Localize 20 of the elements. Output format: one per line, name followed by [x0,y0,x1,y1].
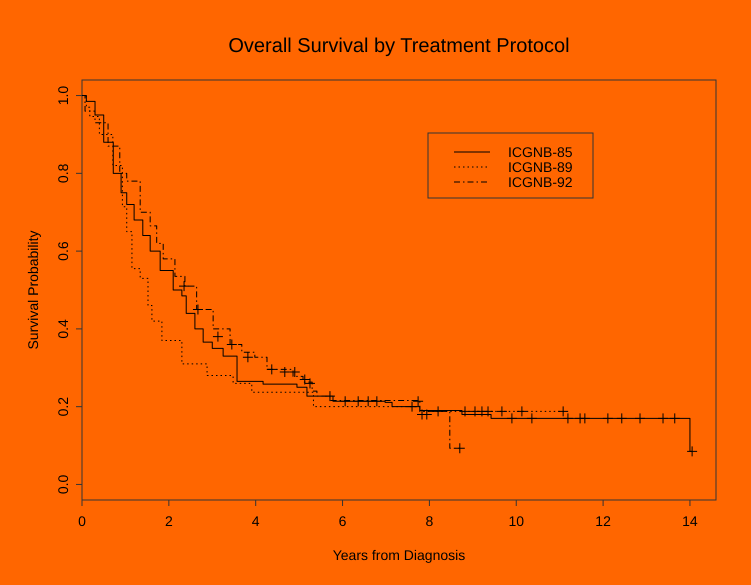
legend-label: ICGNB-89 [508,159,573,175]
x-tick-label: 8 [426,513,434,529]
y-axis-title: Survival Probability [25,230,41,350]
legend-label: ICGNB-92 [508,174,573,190]
x-tick-label: 2 [164,513,173,529]
x-tick-label: 0 [78,513,86,529]
y-tick-label: 0.4 [55,318,71,339]
y-tick-label: 0.2 [55,396,71,416]
legend-label: ICGNB-85 [508,144,573,160]
x-tick-label: 6 [338,513,347,529]
y-tick-label: 0.8 [55,163,71,184]
x-axis-title: Years from Diagnosis [332,547,466,563]
y-tick-label: 0.0 [55,474,71,494]
y-tick-label: 1.0 [55,86,71,106]
x-tick-label: 4 [252,513,260,529]
x-tick-label: 14 [682,513,698,529]
chart-title: Overall Survival by Treatment Protocol [228,35,570,57]
x-tick-label: 12 [595,513,612,529]
y-tick-label: 0.6 [55,241,71,261]
x-tick-label: 10 [508,513,524,529]
